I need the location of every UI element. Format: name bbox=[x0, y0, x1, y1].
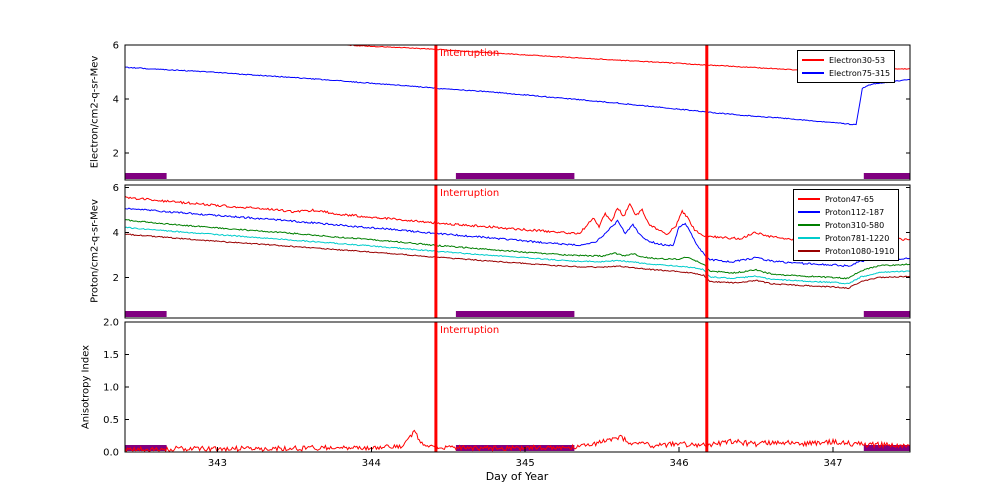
legend-item: Electron30-53 bbox=[802, 54, 890, 66]
legend-item: Proton310-580 bbox=[798, 219, 894, 231]
legend-proton: Proton47-65 Proton112-187 Proton310-580 … bbox=[793, 189, 900, 261]
y-tick-label: 6 bbox=[113, 41, 119, 52]
series-line-Anisotropy bbox=[125, 429, 910, 452]
ylabel-anisotropy: Anisotropy Index bbox=[80, 344, 92, 430]
y-tick-label: 6 bbox=[113, 183, 119, 194]
panel-electron bbox=[125, 45, 910, 179]
data-gap-bar bbox=[125, 173, 167, 179]
y-tick-label: 1.0 bbox=[103, 383, 119, 394]
y-tick-label: 4 bbox=[113, 228, 119, 239]
data-gap-bar bbox=[455, 173, 575, 179]
interruption-label-anisotropy: Interruption bbox=[440, 325, 500, 336]
x-tick-label: 346 bbox=[670, 458, 689, 469]
y-tick-label: 1.5 bbox=[103, 350, 119, 361]
xlabel: Day of Year bbox=[485, 470, 549, 483]
data-gap-bar bbox=[125, 311, 167, 317]
legend-swatch-proton781-1220 bbox=[798, 237, 820, 239]
y-tick-label: 2 bbox=[113, 149, 119, 160]
legend-swatch-proton310-580 bbox=[798, 224, 820, 226]
legend-swatch-proton1080-1910 bbox=[798, 250, 820, 252]
series-line-Proton781-1220 bbox=[125, 226, 910, 285]
legend-item: Electron75-315 bbox=[802, 67, 890, 79]
series-line-Electron30-53 bbox=[335, 45, 910, 74]
data-gap-bar bbox=[125, 445, 167, 451]
legend-item: Proton112-187 bbox=[798, 206, 894, 218]
data-gap-bar bbox=[863, 445, 910, 451]
x-tick-label: 347 bbox=[823, 458, 842, 469]
data-gap-bar bbox=[863, 311, 910, 317]
legend-electron: Electron30-53 Electron75-315 bbox=[797, 50, 896, 83]
legend-swatch-proton47-65 bbox=[798, 198, 820, 200]
legend-item: Proton1080-1910 bbox=[798, 245, 894, 257]
legend-label: Proton112-187 bbox=[825, 207, 885, 217]
interruption-label-electron: Interruption bbox=[440, 48, 500, 59]
legend-item: Proton47-65 bbox=[798, 193, 894, 205]
legend-item: Proton781-1220 bbox=[798, 232, 894, 244]
panel-proton bbox=[125, 195, 910, 317]
x-tick-label: 344 bbox=[362, 458, 381, 469]
panel-frame bbox=[124, 321, 911, 453]
legend-label: Electron75-315 bbox=[829, 68, 891, 78]
y-tick-label: 0.0 bbox=[103, 448, 119, 459]
legend-swatch-proton112-187 bbox=[798, 211, 820, 213]
y-tick-label: 2 bbox=[113, 273, 119, 284]
ylabel-electron: Electron/cm2-q-sr-Mev bbox=[89, 55, 101, 169]
x-tick-label: 343 bbox=[208, 458, 227, 469]
series-line-Proton47-65 bbox=[125, 195, 910, 244]
series-line-Electron75-315 bbox=[125, 66, 910, 126]
legend-swatch-electron75-315 bbox=[802, 72, 824, 74]
y-tick-label: 2.0 bbox=[103, 318, 119, 329]
legend-swatch-electron30-53 bbox=[802, 59, 824, 61]
data-gap-bar bbox=[863, 173, 910, 179]
x-tick-label: 345 bbox=[516, 458, 535, 469]
series-line-Proton112-187 bbox=[125, 207, 910, 268]
y-tick-label: 0.5 bbox=[103, 415, 119, 426]
legend-label: Electron30-53 bbox=[829, 55, 886, 65]
panel-frame bbox=[124, 44, 911, 181]
panel-frame bbox=[124, 184, 911, 319]
panel-anisotropy bbox=[125, 429, 910, 452]
data-gap-bar bbox=[455, 311, 575, 317]
legend-label: Proton47-65 bbox=[825, 194, 875, 204]
y-tick-label: 4 bbox=[113, 95, 119, 106]
legend-label: Proton781-1220 bbox=[825, 233, 890, 243]
interruption-label-proton: Interruption bbox=[440, 188, 500, 199]
ylabel-proton: Proton/cm2-q-sr-Mev bbox=[89, 199, 101, 303]
legend-label: Proton1080-1910 bbox=[825, 246, 895, 256]
legend-label: Proton310-580 bbox=[825, 220, 885, 230]
series-line-Proton1080-1910 bbox=[125, 233, 910, 290]
series-line-Proton310-580 bbox=[125, 219, 910, 280]
